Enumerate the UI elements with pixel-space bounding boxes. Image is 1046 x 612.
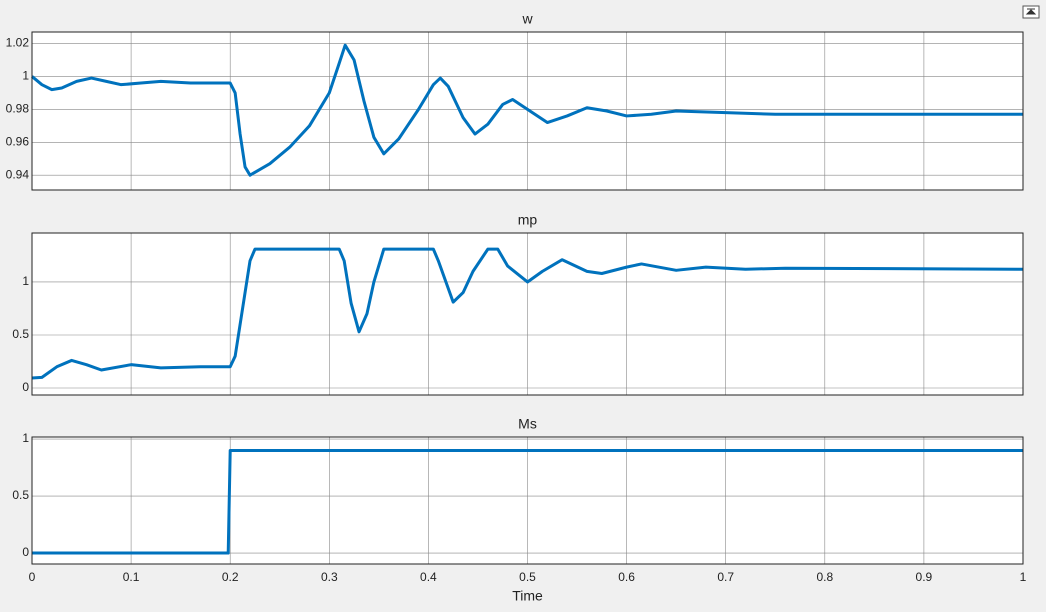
y-tick-label: 0.5	[12, 327, 29, 341]
axes-border	[31, 31, 1024, 191]
y-tick-label: 0.5	[12, 488, 29, 502]
y-tick-label: 0.98	[6, 102, 30, 116]
y-tick-label: 1	[22, 431, 29, 445]
undock-icon	[1025, 8, 1037, 15]
x-tick-label: 0	[29, 570, 36, 584]
x-tick-label: 0.4	[420, 570, 437, 584]
axes-border	[31, 436, 1024, 565]
y-tick-label: 0	[22, 545, 29, 559]
x-tick-label: 0.2	[222, 570, 239, 584]
x-tick-label: 1	[1020, 570, 1027, 584]
subplot-title: Ms	[518, 416, 537, 432]
y-tick-label: 1	[22, 69, 29, 83]
x-tick-label: 0.7	[717, 570, 734, 584]
axes-border	[31, 232, 1024, 396]
series-line	[31, 247, 1024, 380]
y-tick-label: 1	[22, 274, 29, 288]
x-tick-label: 0.6	[618, 570, 635, 584]
x-tick-label: 0.5	[519, 570, 536, 584]
x-tick-label: 0.9	[916, 570, 933, 584]
x-tick-label: 0.8	[816, 570, 833, 584]
subplot-title: w	[521, 11, 533, 27]
series-line	[31, 43, 1023, 177]
x-axis-label: Time	[512, 588, 543, 604]
x-tick-label: 0.3	[321, 570, 338, 584]
subplot-title: mp	[518, 212, 538, 228]
x-tick-label: 0.1	[123, 570, 140, 584]
y-tick-label: 1.02	[6, 36, 30, 50]
y-tick-label: 0.96	[6, 134, 30, 148]
y-tick-label: 0	[22, 380, 29, 394]
series-line	[32, 448, 1023, 555]
y-tick-label: 0.94	[6, 167, 30, 181]
